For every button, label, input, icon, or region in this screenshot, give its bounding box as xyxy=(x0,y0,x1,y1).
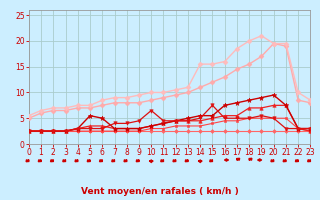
Text: Vent moyen/en rafales ( km/h ): Vent moyen/en rafales ( km/h ) xyxy=(81,187,239,196)
